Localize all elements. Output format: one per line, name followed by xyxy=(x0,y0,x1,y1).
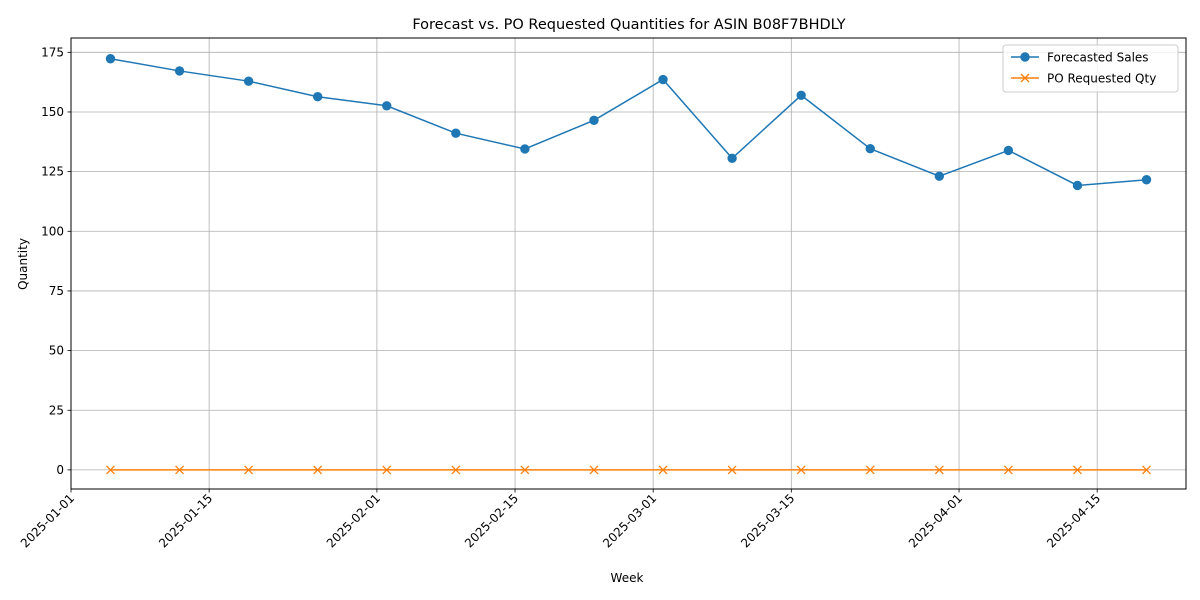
series-po-requested-qty xyxy=(106,465,1151,475)
data-point xyxy=(105,54,116,64)
y-tick-label: 75 xyxy=(49,284,64,298)
y-axis-label: Quantity xyxy=(16,238,30,290)
data-point xyxy=(451,128,461,138)
data-point xyxy=(174,66,185,76)
data-point xyxy=(243,76,254,86)
y-tick-label: 50 xyxy=(49,344,64,358)
data-point xyxy=(865,144,875,154)
chart-title: Forecast vs. PO Requested Quantities for… xyxy=(412,17,845,33)
legend: Forecasted Sales PO Requested Qty xyxy=(1002,44,1179,93)
data-point xyxy=(175,465,184,475)
data-point xyxy=(1003,465,1013,475)
data-point xyxy=(106,465,115,475)
y-tick-label: 25 xyxy=(49,403,64,417)
data-point xyxy=(796,90,806,100)
legend-item: PO Requested Qty xyxy=(1011,72,1156,86)
legend-label: PO Requested Qty xyxy=(1047,72,1156,86)
data-point xyxy=(727,465,737,475)
data-point xyxy=(589,115,599,126)
series-forecasted-sales xyxy=(105,54,1152,191)
data-point xyxy=(382,101,392,111)
data-point xyxy=(520,465,530,475)
data-point xyxy=(382,465,392,475)
data-point xyxy=(1072,180,1083,191)
data-point xyxy=(796,465,806,475)
y-tick-label: 100 xyxy=(41,224,64,238)
data-point xyxy=(934,171,945,181)
data-point xyxy=(589,465,599,475)
data-point xyxy=(244,465,254,475)
legend-box xyxy=(1002,44,1179,93)
data-point xyxy=(1141,175,1152,185)
series-line xyxy=(110,58,1147,187)
data-point xyxy=(1142,465,1151,475)
data-point xyxy=(658,465,668,475)
x-axis-label: Week xyxy=(611,571,644,585)
data-point xyxy=(865,465,875,475)
y-tick-label: 125 xyxy=(41,165,64,179)
plot-frame xyxy=(70,37,1187,490)
data-point xyxy=(934,465,944,475)
data-point xyxy=(313,465,323,475)
data-point xyxy=(658,74,668,85)
legend-marker xyxy=(1020,73,1030,83)
y-tick-label: 0 xyxy=(56,463,64,477)
data-point xyxy=(1003,145,1014,156)
legend-marker xyxy=(1020,52,1030,62)
y-tick-label: 150 xyxy=(41,105,64,119)
data-point xyxy=(451,465,461,475)
y-tick-label: 175 xyxy=(41,45,64,59)
data-point xyxy=(312,92,323,102)
series-layer xyxy=(105,54,1152,475)
legend-item: Forecasted Sales xyxy=(1011,51,1149,65)
legend-label: Forecasted Sales xyxy=(1047,51,1149,65)
data-point xyxy=(520,144,530,154)
data-point xyxy=(1073,465,1082,475)
data-point xyxy=(727,153,737,163)
